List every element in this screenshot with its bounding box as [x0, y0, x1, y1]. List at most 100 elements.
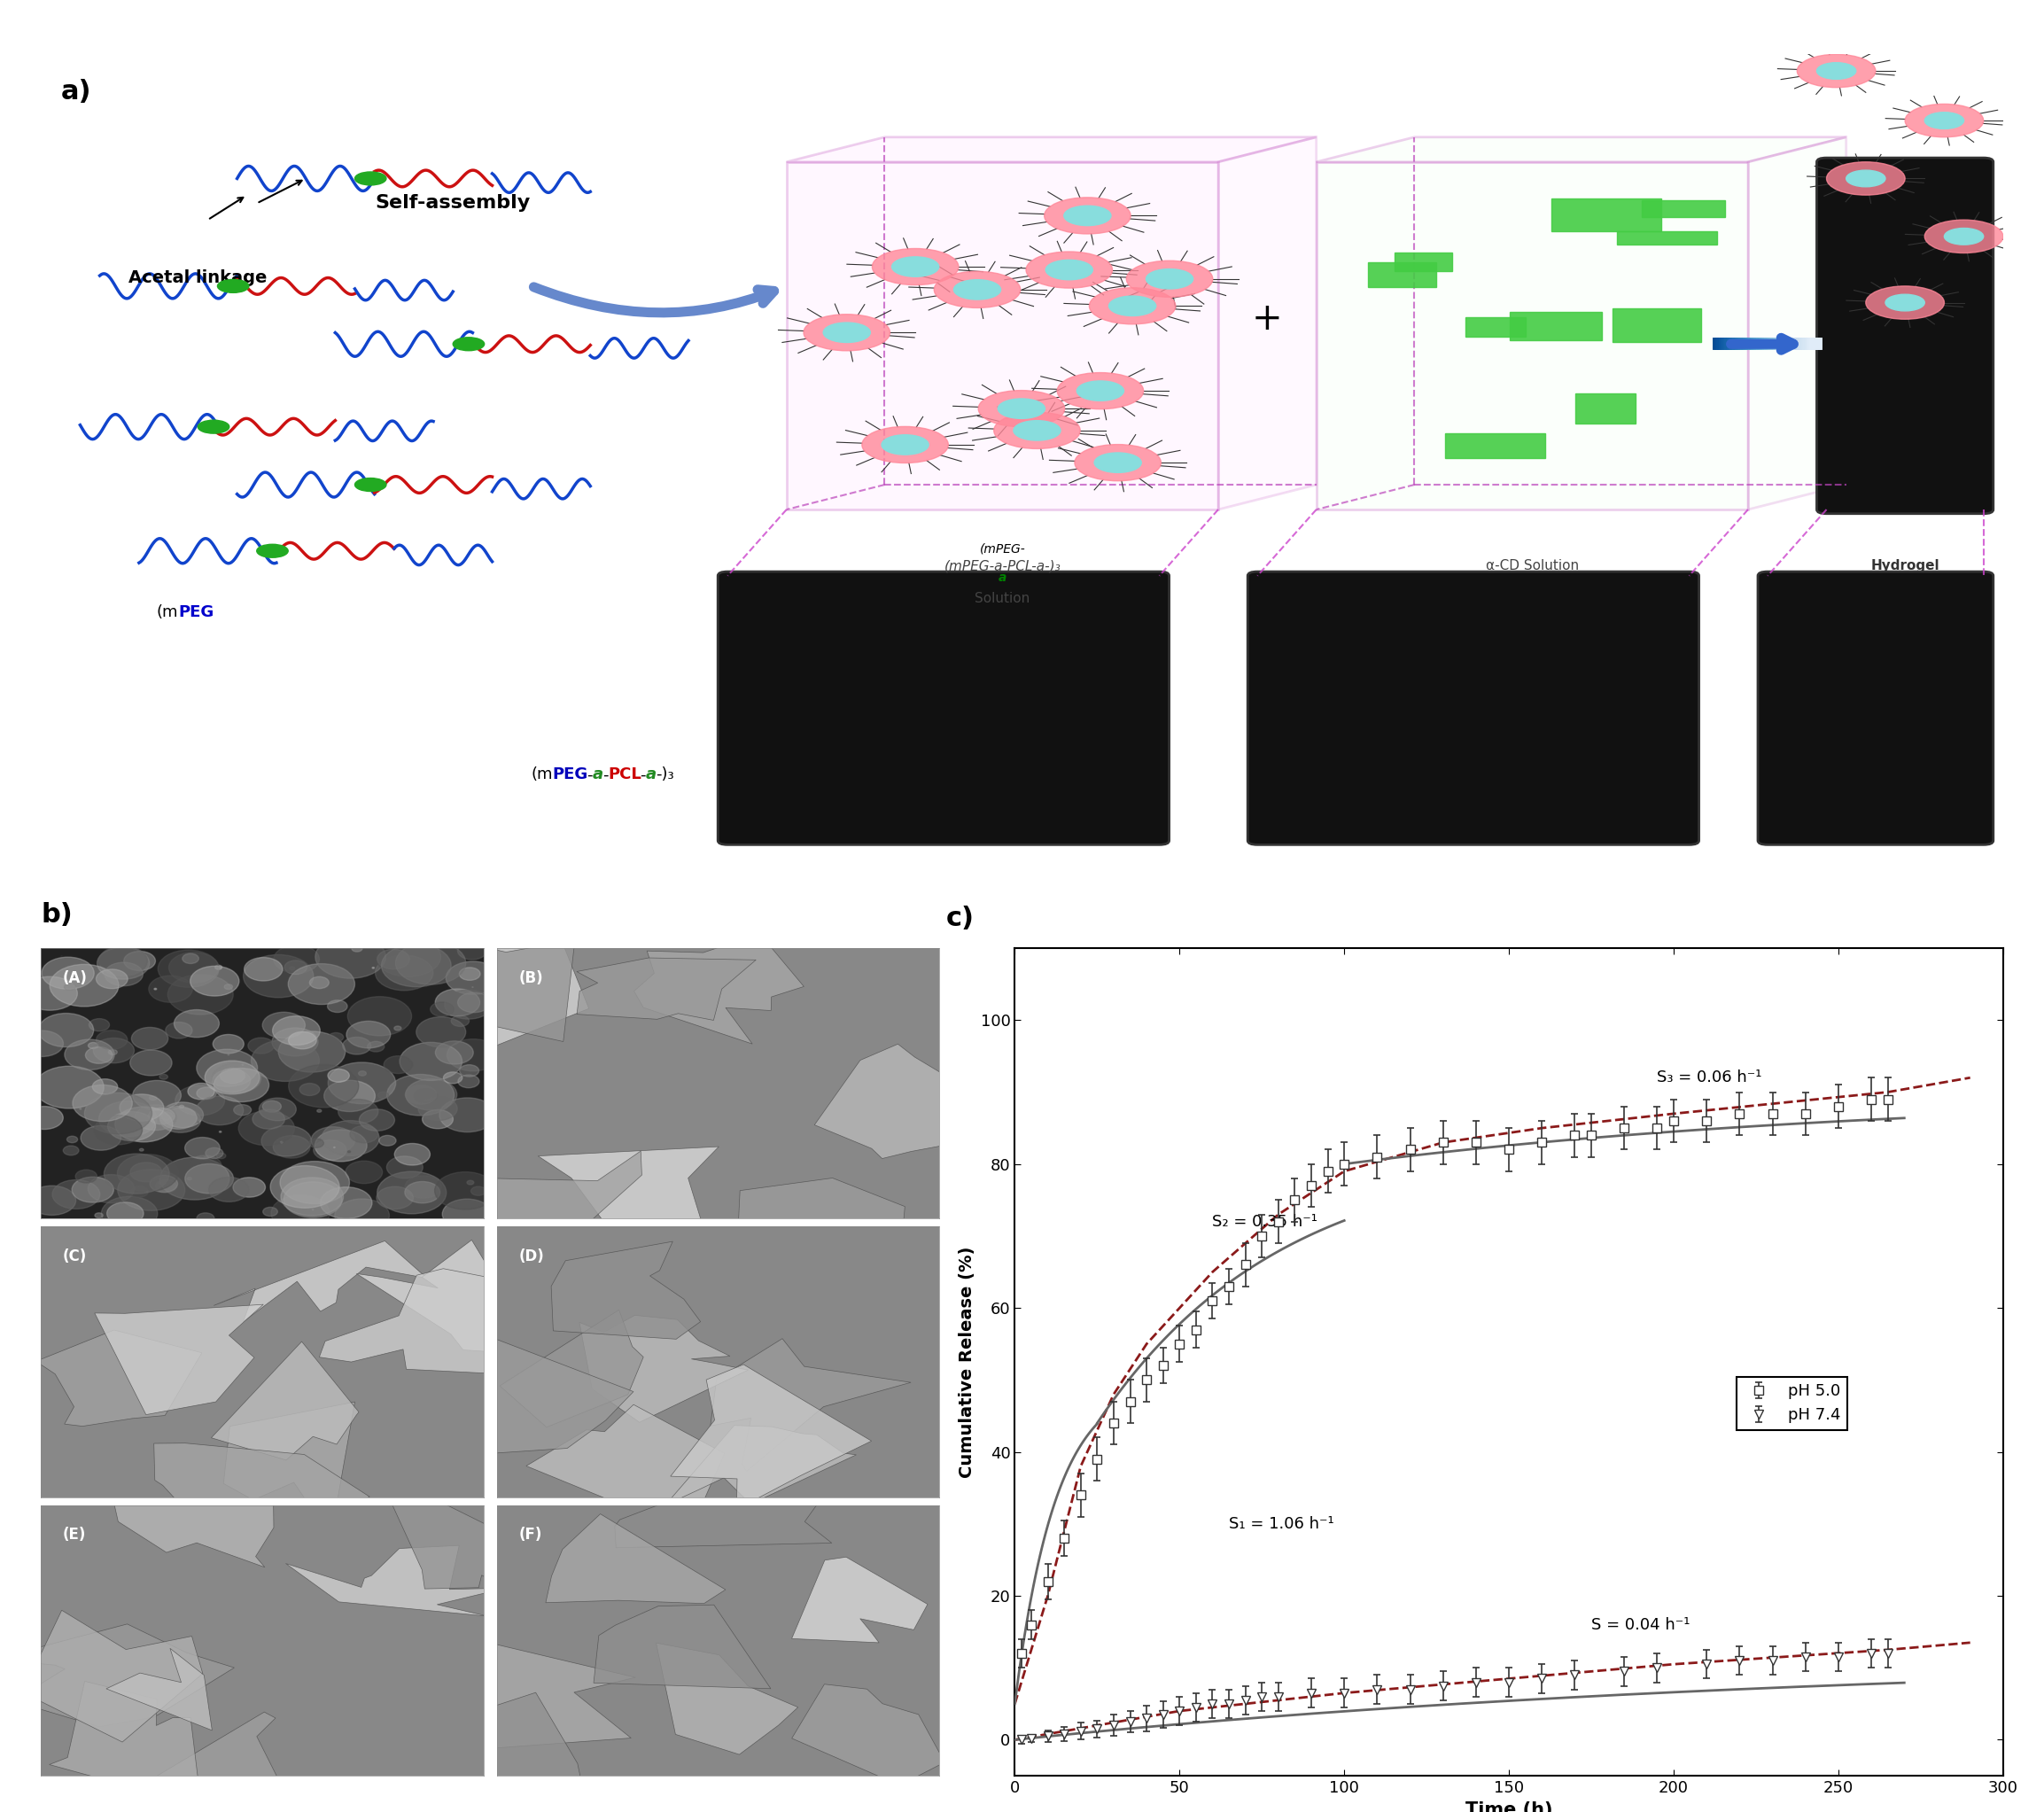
- Circle shape: [208, 1178, 249, 1201]
- Circle shape: [1905, 103, 1983, 138]
- Text: b): b): [41, 902, 72, 928]
- Circle shape: [65, 1040, 114, 1069]
- Circle shape: [129, 1185, 149, 1198]
- Circle shape: [405, 1085, 437, 1104]
- Circle shape: [104, 1154, 170, 1194]
- Legend: pH 5.0, pH 7.4: pH 5.0, pH 7.4: [1737, 1377, 1848, 1430]
- Circle shape: [247, 1038, 274, 1053]
- Circle shape: [448, 1038, 499, 1071]
- Circle shape: [368, 1042, 384, 1051]
- Circle shape: [1075, 444, 1161, 480]
- Circle shape: [102, 1196, 157, 1230]
- Polygon shape: [656, 1643, 797, 1754]
- Text: (mPEG-a-PCL-a-)₃: (mPEG-a-PCL-a-)₃: [944, 560, 1061, 573]
- Circle shape: [466, 1180, 474, 1185]
- Circle shape: [274, 1136, 311, 1158]
- Polygon shape: [112, 1455, 274, 1567]
- Polygon shape: [1748, 138, 1846, 509]
- Circle shape: [274, 946, 319, 973]
- Circle shape: [321, 1187, 372, 1219]
- Circle shape: [423, 1109, 454, 1129]
- Circle shape: [159, 1107, 200, 1132]
- Circle shape: [955, 279, 1002, 299]
- Circle shape: [155, 1180, 176, 1192]
- Y-axis label: Cumulative Release (%): Cumulative Release (%): [959, 1247, 975, 1479]
- Circle shape: [997, 399, 1044, 419]
- Circle shape: [90, 1018, 110, 1031]
- FancyBboxPatch shape: [717, 571, 1169, 844]
- Circle shape: [272, 1196, 329, 1230]
- Circle shape: [280, 1178, 343, 1216]
- Text: -: -: [640, 766, 646, 783]
- Circle shape: [345, 1161, 382, 1183]
- Circle shape: [401, 1042, 462, 1080]
- Text: S₃ = 0.06 h⁻¹: S₃ = 0.06 h⁻¹: [1658, 1069, 1762, 1085]
- Bar: [1508, 312, 1602, 341]
- Circle shape: [1077, 381, 1124, 400]
- Circle shape: [452, 1015, 470, 1026]
- Circle shape: [41, 957, 94, 989]
- Circle shape: [317, 1109, 321, 1113]
- Circle shape: [49, 964, 119, 1006]
- Circle shape: [88, 1042, 98, 1049]
- Text: PEG: PEG: [552, 766, 589, 783]
- Circle shape: [239, 1111, 294, 1145]
- Circle shape: [1094, 453, 1141, 473]
- Circle shape: [1014, 420, 1061, 440]
- Circle shape: [1797, 54, 1876, 87]
- Circle shape: [96, 1031, 127, 1049]
- Circle shape: [188, 1084, 215, 1100]
- Circle shape: [458, 993, 491, 1013]
- Circle shape: [98, 948, 149, 978]
- Circle shape: [325, 1080, 376, 1111]
- Circle shape: [157, 949, 219, 988]
- Circle shape: [458, 1075, 478, 1087]
- Circle shape: [39, 1013, 94, 1047]
- Circle shape: [347, 997, 411, 1036]
- Circle shape: [1110, 295, 1157, 315]
- Circle shape: [86, 1047, 112, 1064]
- Circle shape: [119, 1169, 184, 1210]
- Circle shape: [196, 1087, 217, 1100]
- Polygon shape: [153, 1442, 370, 1558]
- FancyBboxPatch shape: [1758, 571, 1993, 844]
- Polygon shape: [814, 1044, 1018, 1158]
- Circle shape: [27, 1107, 63, 1129]
- Circle shape: [196, 1212, 215, 1223]
- Circle shape: [873, 248, 959, 284]
- Text: α-CD Solution: α-CD Solution: [1486, 560, 1578, 573]
- Circle shape: [72, 1178, 114, 1203]
- Circle shape: [315, 935, 386, 978]
- Circle shape: [419, 1096, 458, 1120]
- Circle shape: [204, 1147, 223, 1158]
- Circle shape: [182, 953, 198, 964]
- Circle shape: [188, 1156, 221, 1176]
- Circle shape: [114, 1107, 172, 1142]
- Polygon shape: [546, 1513, 726, 1604]
- Circle shape: [458, 942, 486, 960]
- Circle shape: [435, 989, 480, 1017]
- Circle shape: [98, 946, 147, 977]
- Text: (E): (E): [63, 1528, 86, 1542]
- Polygon shape: [664, 1426, 856, 1506]
- Circle shape: [106, 1201, 143, 1225]
- Circle shape: [159, 1113, 174, 1120]
- Text: -: -: [587, 766, 593, 783]
- FancyBboxPatch shape: [1817, 158, 1993, 513]
- Polygon shape: [0, 1624, 235, 1727]
- Polygon shape: [106, 1649, 213, 1730]
- Polygon shape: [415, 1692, 593, 1812]
- Text: a: a: [593, 766, 603, 783]
- Circle shape: [53, 1180, 100, 1209]
- Circle shape: [29, 1185, 76, 1216]
- Circle shape: [460, 1065, 478, 1076]
- Circle shape: [108, 1111, 155, 1142]
- Bar: [1466, 317, 1525, 337]
- Polygon shape: [286, 1546, 505, 1616]
- Text: Hydrogel: Hydrogel: [1870, 560, 1940, 573]
- Circle shape: [1866, 286, 1944, 319]
- Circle shape: [284, 1181, 341, 1218]
- Bar: [1367, 263, 1437, 288]
- Circle shape: [104, 962, 143, 986]
- Circle shape: [824, 323, 871, 342]
